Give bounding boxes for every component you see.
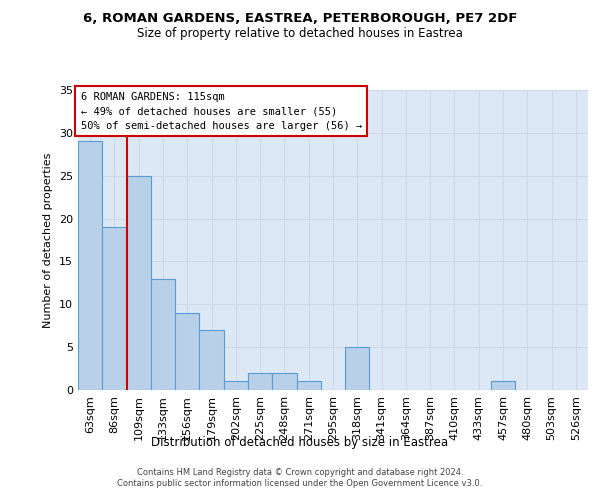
Bar [296,382,321,390]
Bar [272,373,296,390]
Bar [199,330,224,390]
Text: Contains public sector information licensed under the Open Government Licence v3: Contains public sector information licen… [118,480,482,488]
Bar [491,382,515,390]
Text: Contains HM Land Registry data © Crown copyright and database right 2024.: Contains HM Land Registry data © Crown c… [137,468,463,477]
Bar [78,142,102,390]
Bar [127,176,151,390]
Y-axis label: Number of detached properties: Number of detached properties [43,152,53,328]
Bar [175,313,199,390]
Text: 6, ROMAN GARDENS, EASTREA, PETERBOROUGH, PE7 2DF: 6, ROMAN GARDENS, EASTREA, PETERBOROUGH,… [83,12,517,26]
Text: Distribution of detached houses by size in Eastrea: Distribution of detached houses by size … [151,436,449,449]
Bar [224,382,248,390]
Bar [248,373,272,390]
Bar [345,347,370,390]
Bar [102,227,127,390]
Text: 6 ROMAN GARDENS: 115sqm
← 49% of detached houses are smaller (55)
50% of semi-de: 6 ROMAN GARDENS: 115sqm ← 49% of detache… [80,92,362,131]
Text: Size of property relative to detached houses in Eastrea: Size of property relative to detached ho… [137,28,463,40]
Bar [151,278,175,390]
